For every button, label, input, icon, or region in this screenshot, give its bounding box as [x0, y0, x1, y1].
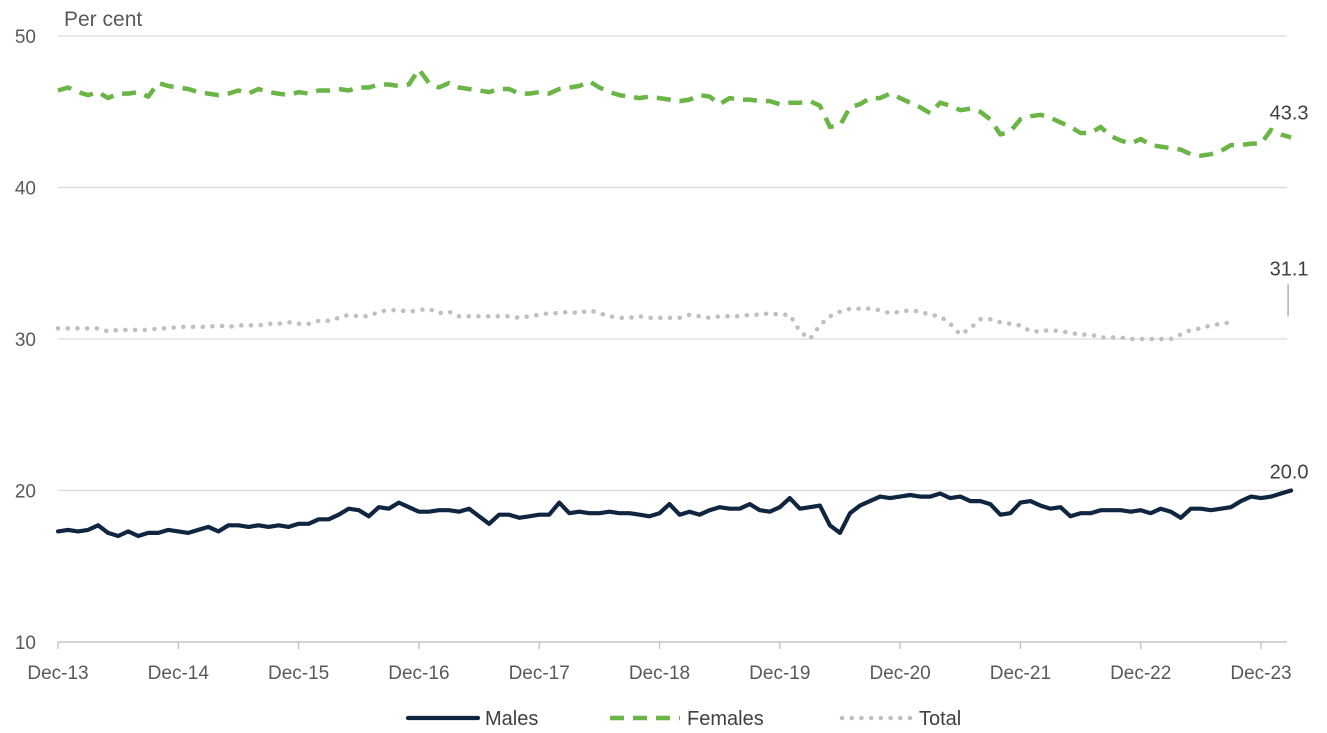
- series-line-total: [55, 306, 1234, 342]
- end-label-females: 43.3: [1270, 103, 1309, 125]
- x-tick-label: Dec-18: [629, 663, 690, 684]
- y-tick-label: 10: [15, 633, 36, 654]
- legend-label-total: Total: [919, 708, 961, 730]
- x-tick-label: Dec-23: [1230, 663, 1291, 684]
- legend-label-females: Females: [687, 708, 764, 730]
- y-tick-label: 40: [15, 179, 36, 200]
- series-line-females: [57, 67, 1292, 158]
- legend: Males Females Total: [405, 708, 961, 730]
- end-label-males: 20.0: [1270, 462, 1309, 484]
- end-label-total: 31.1: [1270, 258, 1309, 280]
- x-tick-label: Dec-15: [268, 663, 329, 684]
- y-tick-label: 30: [15, 330, 36, 351]
- y-tick-label: 50: [15, 27, 36, 48]
- legend-label-males: Males: [485, 708, 538, 730]
- x-tick-label: Dec-17: [509, 663, 570, 684]
- x-tick-label: Dec-13: [27, 663, 88, 684]
- end-labels: 20.0 43.3 31.1: [1270, 103, 1309, 484]
- y-axis-label: Per cent: [64, 8, 142, 31]
- x-tick-label: Dec-16: [388, 663, 449, 684]
- x-tick-label: Dec-22: [1110, 663, 1171, 684]
- x-tick-label: Dec-19: [749, 663, 810, 684]
- series-line-males: [55, 488, 1294, 539]
- x-tick-label: Dec-14: [148, 663, 210, 684]
- x-tick-label: Dec-20: [869, 663, 930, 684]
- x-axis: Dec-13 Dec-14 Dec-15 Dec-16 Dec-17 Dec-18 Dec-…: [27, 641, 1292, 684]
- x-tick-label: Dec-21: [990, 663, 1051, 684]
- series-lines: [55, 67, 1294, 539]
- y-axis-ticks: 10 20 30 40 50: [15, 27, 36, 654]
- y-tick-label: 20: [15, 482, 36, 503]
